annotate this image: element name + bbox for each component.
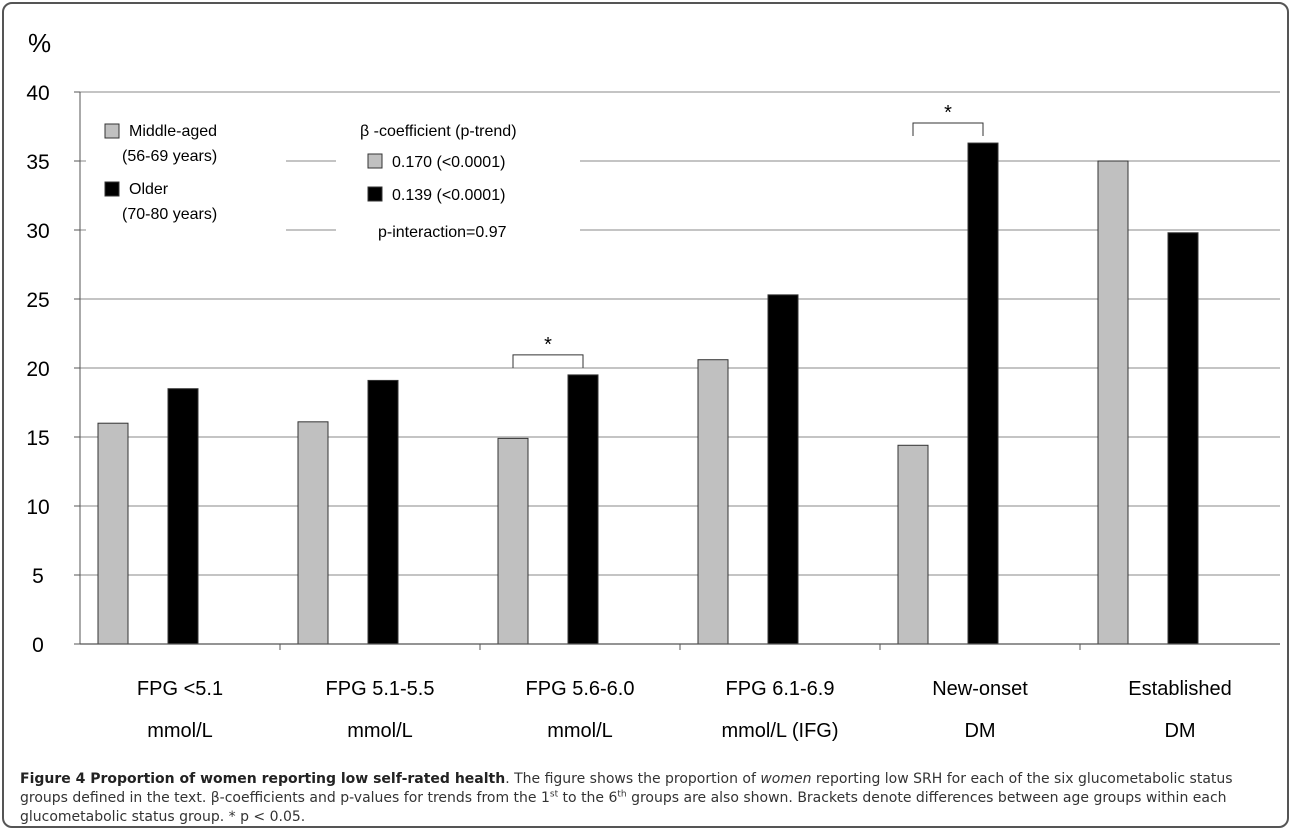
bar-middle-aged (697, 359, 729, 645)
caption-italic: women (760, 771, 812, 787)
x-tick-label: FPG <5.1 (137, 678, 223, 700)
x-tick-label: Established (1128, 678, 1231, 700)
bar-chart: 0 5 10 15 20 25 30 35 40% FPG <5.1 mmol/L FPG 5.1-5… (26, 28, 1280, 742)
caption-title: Figure 4 Proportion of women reporting l… (20, 771, 506, 787)
bar-older (767, 294, 799, 645)
bar-older (567, 374, 599, 645)
gridlines (80, 91, 1280, 576)
x-tick-label: mmol/L (IFG) (721, 720, 838, 742)
significance-star: * (544, 334, 552, 356)
y-tick-label: 35 (26, 151, 49, 174)
caption-text-4: to the 6 (558, 790, 618, 806)
caption-text-2: reporting low SRH for each of the six gl… (20, 771, 1233, 806)
bar-older (367, 379, 399, 645)
beta-swatch (367, 186, 383, 202)
figure-caption: Figure 4 Proportion of women reporting l… (20, 770, 1270, 827)
y-tick-label: 25 (26, 289, 49, 312)
x-tick-label: FPG 5.1-5.5 (326, 678, 435, 700)
caption-text-1: . The figure shows the proportion of (505, 771, 761, 787)
caption-sup-2: th (617, 789, 627, 800)
bar-middle-aged (897, 444, 929, 645)
y-tick-label: 10 (26, 496, 49, 519)
significance-star: * (944, 102, 952, 124)
caption-beta: β (210, 790, 220, 806)
y-tick-label: 20 (26, 358, 49, 381)
caption-text-3: -coefficients and p-values for trends fr… (219, 790, 550, 806)
y-axis-label: % (28, 28, 51, 58)
x-tick-label: FPG 5.6-6.0 (526, 678, 635, 700)
caption-text-5: groups are also shown. Brackets denote d… (20, 790, 1227, 825)
bar-older (967, 142, 999, 645)
y-tick-label: 5 (32, 565, 44, 588)
legend-swatch (104, 181, 120, 197)
beta-swatch (367, 153, 383, 169)
x-tick-label: DM (964, 720, 995, 742)
significance-bracket (912, 122, 984, 137)
beta-row: 0.170 (<0.0001) (392, 154, 505, 171)
bar-older (167, 388, 199, 645)
x-tick-label: FPG 6.1-6.9 (726, 678, 835, 700)
legend-label: Middle-aged (129, 123, 217, 140)
annotations: * * Middle-aged (56-69 years) Older (70-80 ye… (86, 102, 984, 368)
y-tick-label: 0 (32, 634, 44, 657)
bar-middle-aged (1097, 160, 1129, 645)
y-tick-label: 15 (26, 427, 49, 450)
axes: 0 5 10 15 20 25 30 35 40% FPG <5.1 mmol/L FPG 5.1-5… (26, 28, 1280, 742)
legend-label: (56-69 years) (122, 148, 217, 165)
legend-swatch (104, 123, 120, 139)
x-tick-label: mmol/L (547, 720, 613, 742)
caption-sup-1: st (549, 789, 559, 800)
significance-bracket (512, 354, 584, 368)
y-tick-label: 40 (26, 82, 49, 105)
x-tick-label: DM (1164, 720, 1195, 742)
bar-older (1167, 232, 1199, 645)
bar-middle-aged (297, 421, 329, 645)
x-tick-label: mmol/L (147, 720, 213, 742)
legend-label: (70-80 years) (122, 206, 217, 223)
x-tick-label: mmol/L (347, 720, 413, 742)
beta-title: β -coefficient (p-trend) (360, 123, 517, 140)
p-interaction: p-interaction=0.97 (378, 224, 507, 241)
x-tick-label: New-onset (932, 678, 1028, 700)
bars (97, 142, 1199, 645)
y-tick-label: 30 (26, 220, 49, 243)
beta-row: 0.139 (<0.0001) (392, 187, 505, 204)
bar-middle-aged (97, 422, 129, 645)
bar-middle-aged (497, 437, 529, 645)
beta-background (336, 108, 580, 258)
legend-label: Older (129, 181, 169, 198)
